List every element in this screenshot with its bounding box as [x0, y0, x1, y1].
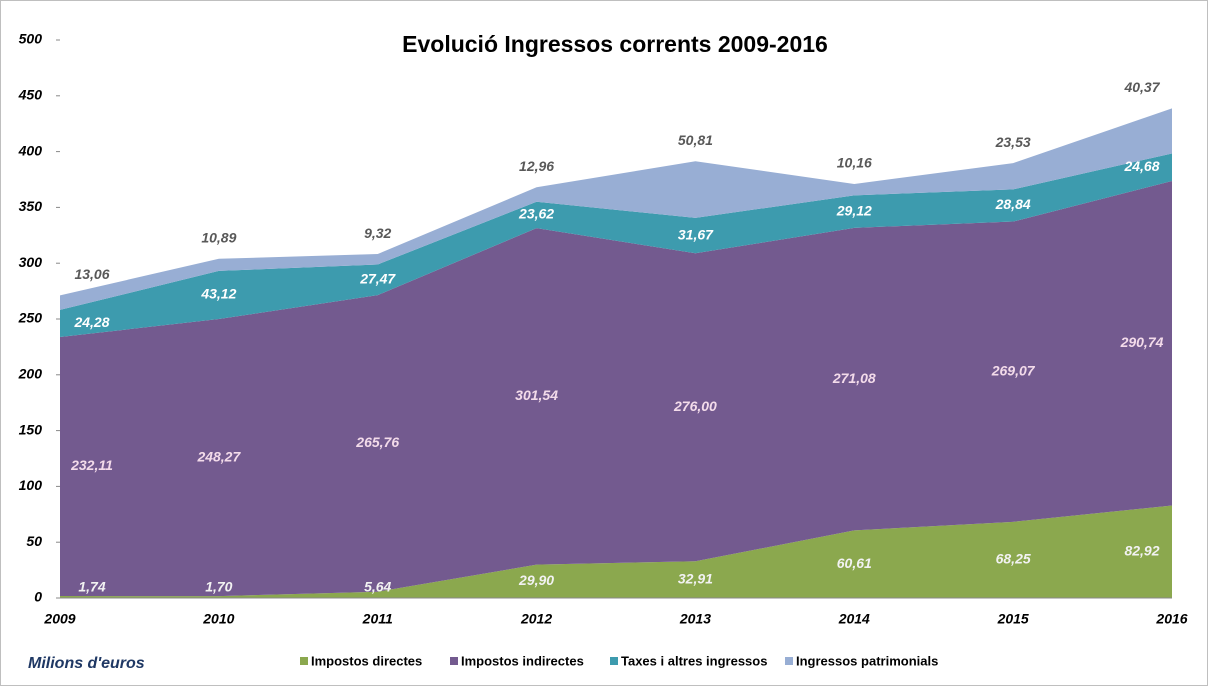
data-label: 12,96: [519, 158, 554, 174]
x-tick-label: 2013: [679, 611, 711, 627]
data-label: 265,76: [355, 434, 399, 450]
data-label: 1,70: [205, 579, 232, 595]
data-label: 24,28: [73, 314, 109, 330]
data-label: 50,81: [678, 132, 713, 148]
plot: [60, 108, 1172, 598]
data-label: 1,74: [78, 579, 105, 595]
legend-swatch: [610, 657, 618, 665]
data-label: 290,74: [1120, 334, 1164, 350]
data-label: 40,37: [1123, 79, 1160, 95]
y-axis-label: Milions d'euros: [28, 655, 145, 672]
data-label: 10,89: [201, 229, 236, 245]
legend-label: Ingressos patrimonials: [796, 653, 938, 668]
data-label: 301,54: [515, 387, 558, 403]
data-label: 9,32: [364, 225, 391, 241]
y-tick-label: 50: [26, 533, 42, 549]
area: [60, 180, 1172, 597]
x-tick-label: 2016: [1155, 611, 1187, 627]
x-tick-label: 2015: [997, 611, 1029, 627]
data-label: 5,64: [364, 579, 391, 595]
data-label: 32,91: [678, 570, 713, 586]
data-label: 29,90: [518, 572, 554, 588]
legend-label: Impostos directes: [311, 653, 422, 668]
data-label: 82,92: [1124, 542, 1159, 558]
y-tick-label: 300: [19, 254, 43, 270]
data-label: 43,12: [200, 286, 236, 302]
y-tick-label: 0: [34, 589, 42, 605]
data-label: 28,84: [995, 196, 1031, 212]
chart-title: Evolució Ingressos corrents 2009-2016: [402, 31, 828, 57]
x-tick-label: 2010: [202, 611, 234, 627]
x-tick-label: 2014: [838, 611, 870, 627]
legend-swatch: [785, 657, 793, 665]
x-tick-label: 2011: [362, 611, 393, 627]
area: [60, 505, 1172, 598]
y-tick-label: 400: [18, 142, 43, 158]
y-tick-label: 250: [18, 310, 43, 326]
data-label: 29,12: [836, 202, 872, 218]
data-label: 232,11: [70, 457, 113, 473]
y-tick-label: 450: [18, 87, 43, 103]
data-label: 24,68: [1123, 158, 1159, 174]
data-label: 276,00: [673, 398, 717, 414]
data-label: 271,08: [832, 370, 876, 386]
data-label: 27,47: [359, 270, 396, 286]
legend-label: Impostos indirectes: [461, 653, 584, 668]
legend-swatch: [450, 657, 458, 665]
legend-swatch: [300, 657, 308, 665]
data-label: 248,27: [196, 448, 241, 464]
data-label: 31,67: [678, 226, 714, 242]
data-label: 10,16: [837, 155, 872, 171]
area: [60, 153, 1172, 338]
y-tick-label: 100: [19, 477, 43, 493]
data-label: 23,53: [995, 134, 1031, 150]
data-label: 23,62: [518, 206, 554, 222]
area: [60, 108, 1172, 310]
x-tick-label: 2012: [520, 611, 552, 627]
x-tick-label: 2009: [43, 611, 75, 627]
data-label: 13,06: [74, 266, 109, 282]
data-label: 68,25: [996, 551, 1031, 567]
data-label: 269,07: [991, 362, 1036, 378]
legend-label: Taxes i altres ingressos: [621, 653, 767, 668]
y-tick-label: 350: [19, 198, 43, 214]
y-tick-label: 150: [19, 421, 43, 437]
y-tick-label: 500: [19, 31, 43, 47]
data-label: 60,61: [837, 555, 872, 571]
y-tick-label: 200: [18, 366, 43, 382]
